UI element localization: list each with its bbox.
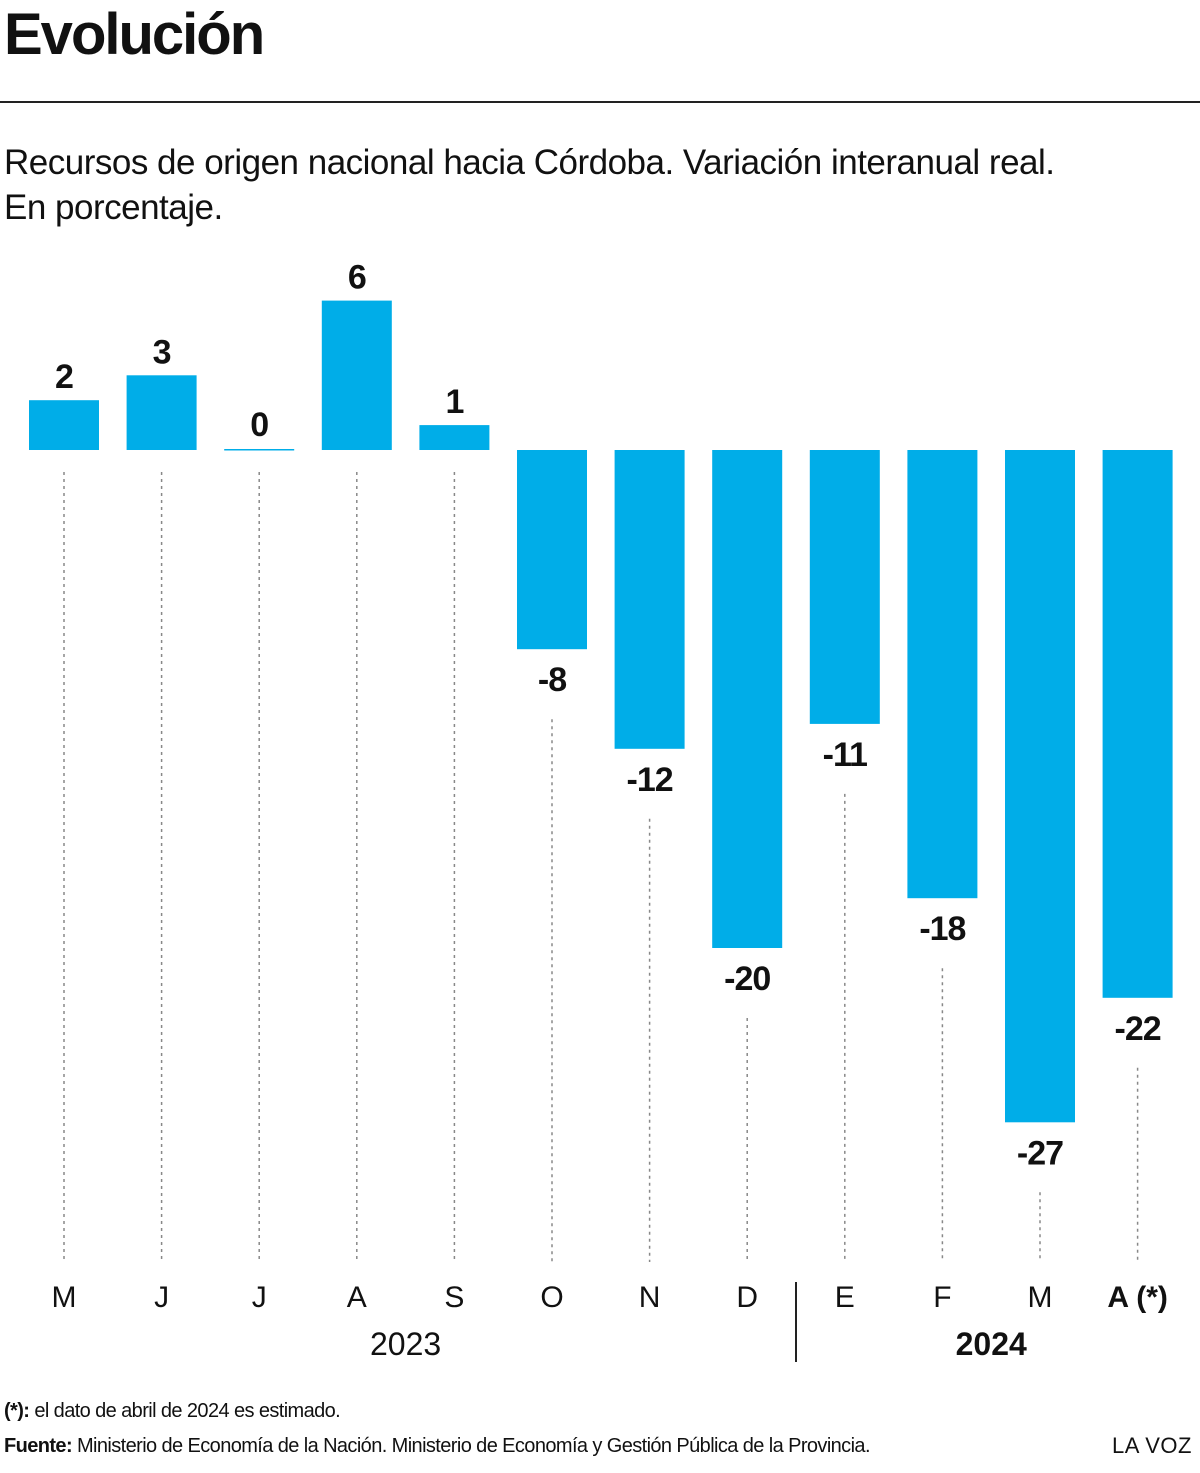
value-label: -27 <box>1017 1134 1063 1172</box>
value-label: -20 <box>724 960 770 998</box>
value-label: 6 <box>348 259 366 297</box>
x-tick-label: O <box>540 1281 563 1314</box>
value-label: 0 <box>250 406 268 444</box>
bar <box>517 450 587 650</box>
x-tick-label: A (*) <box>1107 1281 1168 1314</box>
value-label: 3 <box>153 333 171 371</box>
bar <box>809 450 880 724</box>
chart-subtitle: Recursos de origen nacional hacia Córdob… <box>4 140 1194 230</box>
bar <box>1005 450 1075 1123</box>
value-label: -12 <box>627 761 673 799</box>
bar <box>126 375 197 450</box>
x-tick-label: M <box>1028 1281 1053 1314</box>
x-tick-label: J <box>252 1281 267 1314</box>
x-tick-label: N <box>639 1281 661 1314</box>
bar <box>1102 450 1173 998</box>
brand-logo: LA VOZ <box>1111 1433 1192 1458</box>
value-label: 2 <box>55 358 73 396</box>
subtitle-line-2: En porcentaje. <box>4 188 223 227</box>
x-tick-label: F <box>933 1281 951 1314</box>
x-tick-label: J <box>154 1281 169 1314</box>
bar <box>419 425 490 450</box>
bar <box>907 450 978 899</box>
chart-title: Evolución <box>4 2 265 67</box>
x-tick-label: A <box>347 1281 367 1314</box>
value-label: -8 <box>538 661 566 699</box>
x-tick-label: E <box>835 1281 855 1314</box>
x-tick-label: D <box>736 1281 758 1314</box>
value-label: -11 <box>823 736 867 774</box>
footnote-key: (*): <box>4 1400 30 1422</box>
source-key: Fuente: <box>4 1435 73 1457</box>
title-divider <box>0 101 1200 103</box>
x-tick-label: M <box>52 1281 77 1314</box>
bar <box>29 400 99 450</box>
bar <box>614 450 685 749</box>
value-label: -18 <box>919 910 965 948</box>
bar <box>712 450 783 948</box>
year-label: 2024 <box>956 1326 1027 1362</box>
value-label: 1 <box>445 383 463 421</box>
footnote-text: el dato de abril de 2024 es estimado. <box>34 1400 341 1422</box>
source-text: Ministerio de Economía de la Nación. Min… <box>77 1435 871 1457</box>
x-tick-label: S <box>444 1281 464 1314</box>
value-label: -22 <box>1115 1010 1161 1048</box>
source-note: Fuente: Ministerio de Economía de la Nac… <box>4 1435 871 1458</box>
footnote: (*): el dato de abril de 2024 es estimad… <box>4 1400 341 1423</box>
year-label: 2023 <box>370 1326 441 1362</box>
bar-chart: 2 M 3 J 0 J 6 A 1 S -8 O -12 N -20 D -11 E -18 F -27 M -22 A (*… <box>29 259 1173 1362</box>
bar <box>321 300 392 450</box>
subtitle-line-1: Recursos de origen nacional hacia Córdob… <box>4 143 1055 182</box>
bar <box>224 449 295 451</box>
